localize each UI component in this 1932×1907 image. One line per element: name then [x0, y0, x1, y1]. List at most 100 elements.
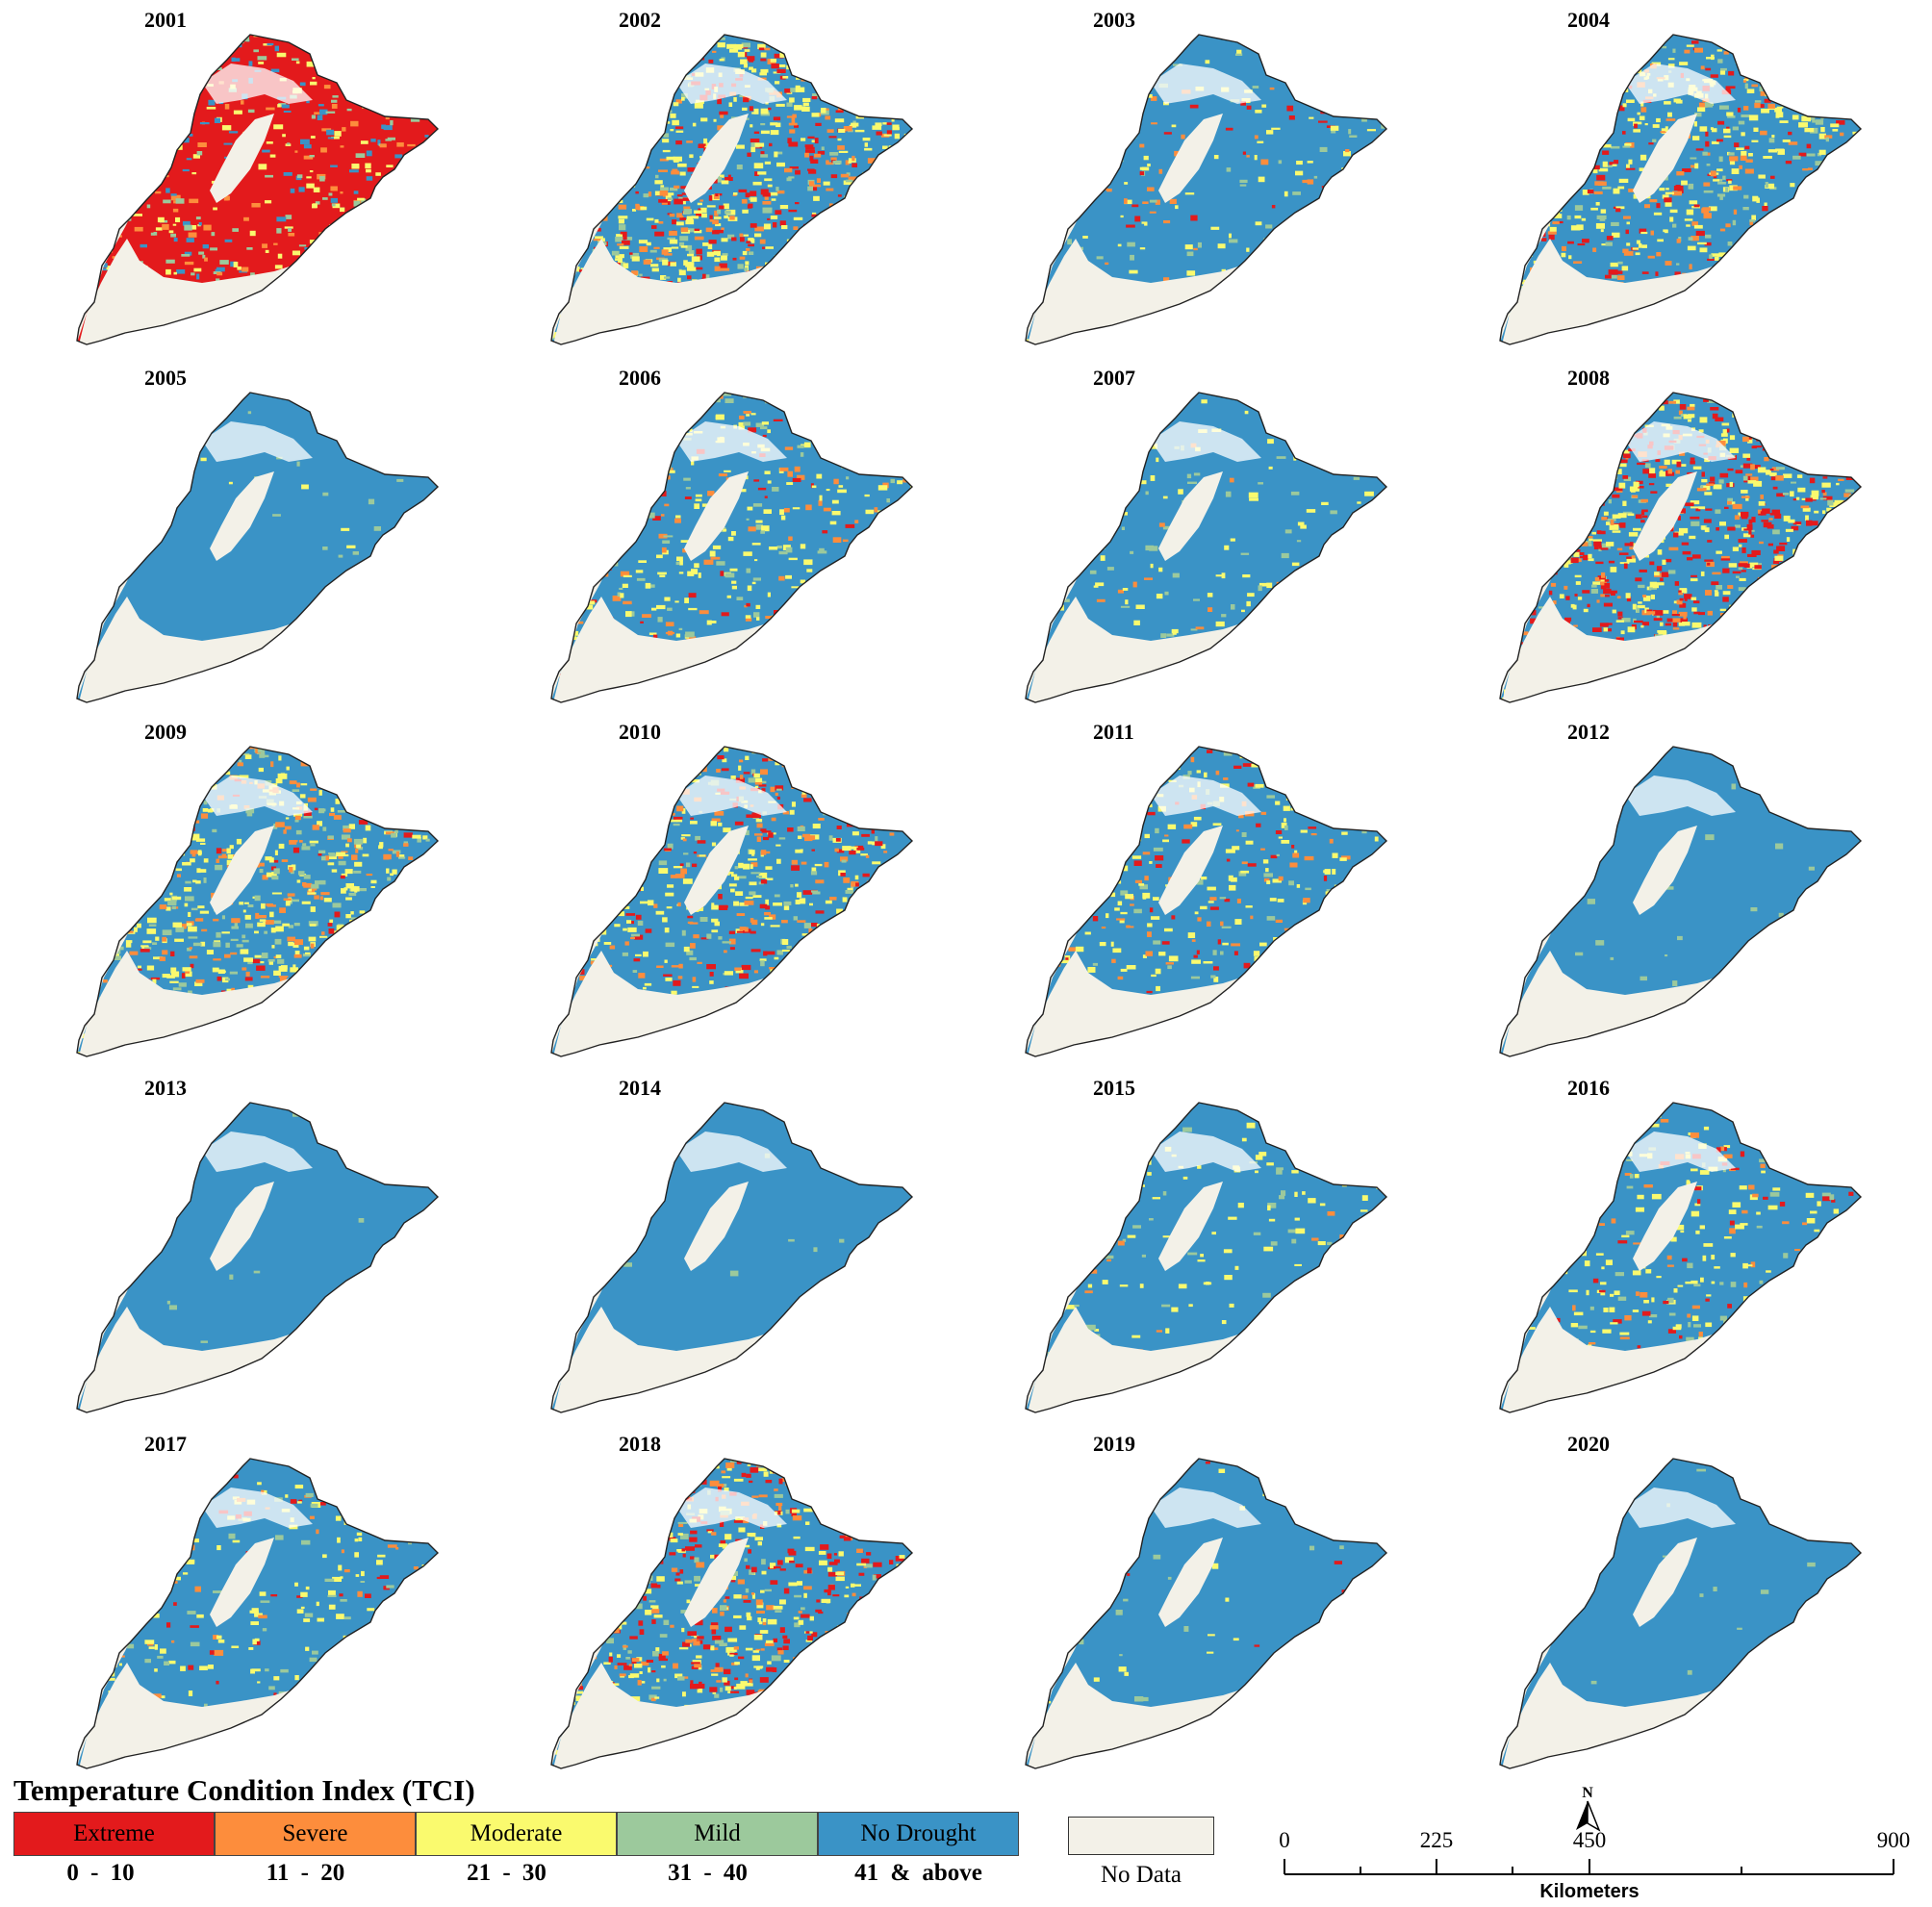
tci-map — [1499, 1102, 1863, 1413]
tci-map — [76, 34, 440, 345]
tci-map — [76, 746, 440, 1057]
legend-moderate-range: 21 - 30 — [467, 1860, 547, 1886]
province-outline — [550, 1102, 914, 1413]
tci-map — [550, 1102, 914, 1413]
year-label: 2010 — [619, 720, 661, 744]
legend-severe-label: Severe — [282, 1820, 348, 1846]
map-panel-2003: 2003 — [968, 8, 1449, 364]
tci-map — [550, 392, 914, 703]
province-outline — [1499, 392, 1863, 703]
map-panel-2002: 2002 — [494, 8, 975, 364]
year-label: 2012 — [1567, 720, 1610, 744]
legend-extreme-swatch: Extreme — [13, 1812, 215, 1856]
map-panel-2007: 2007 — [968, 366, 1449, 722]
year-label: 2007 — [1093, 366, 1135, 390]
thal-desert-nodata — [210, 1538, 274, 1627]
thal-desert-nodata — [1633, 826, 1697, 915]
year-label: 2019 — [1093, 1432, 1135, 1456]
tci-map — [1499, 746, 1863, 1057]
year-label: 2020 — [1567, 1432, 1610, 1456]
north-label: N — [1582, 1785, 1593, 1801]
legend-extreme-range: 0 - 10 — [66, 1860, 135, 1886]
thal-desert-nodata — [684, 471, 749, 561]
legend-no-drought-label: No Drought — [860, 1820, 977, 1846]
legend-moderate-label: Moderate — [470, 1820, 563, 1846]
legend-severe-range: 11 - 20 — [266, 1860, 345, 1886]
year-label: 2015 — [1093, 1076, 1135, 1100]
province-outline — [550, 392, 914, 703]
map-panel-2015: 2015 — [968, 1076, 1449, 1432]
province-outline — [1499, 1102, 1863, 1413]
map-grid: 2001 2002 2003 2004 2005 2006 2007 2008 2009 2010… — [19, 8, 1923, 1769]
year-label: 2003 — [1093, 8, 1135, 32]
tci-map — [1499, 1458, 1863, 1769]
year-label: 2013 — [144, 1076, 187, 1100]
year-label: 2011 — [1093, 720, 1134, 744]
map-panel-2012: 2012 — [1442, 720, 1923, 1076]
legend-nodata-label: No Data — [1101, 1862, 1182, 1888]
thal-desert-nodata — [684, 1538, 749, 1627]
map-panel-2013: 2013 — [19, 1076, 500, 1432]
map-panel-2020: 2020 — [1442, 1432, 1923, 1788]
year-label: 2006 — [619, 366, 661, 390]
tci-map — [76, 1458, 440, 1769]
thal-desert-nodata — [210, 1182, 274, 1271]
province-outline — [1025, 34, 1388, 345]
tci-map — [76, 392, 440, 703]
thal-desert-nodata — [1158, 114, 1223, 203]
province-outline — [1499, 1458, 1863, 1769]
legend-no-drought-range: 41 & above — [854, 1860, 982, 1886]
year-label: 2004 — [1567, 8, 1610, 32]
province-outline — [550, 1458, 914, 1769]
year-label: 2002 — [619, 8, 661, 32]
tci-map — [550, 1458, 914, 1769]
scale-tick-0: 0 — [1279, 1828, 1290, 1852]
tci-map — [1025, 1102, 1388, 1413]
thal-desert-nodata — [1633, 471, 1697, 561]
thal-desert-nodata — [1633, 1538, 1697, 1627]
legend-no-drought-swatch: No Drought — [818, 1812, 1019, 1856]
province-outline — [76, 392, 440, 703]
map-panel-2005: 2005 — [19, 366, 500, 722]
thal-desert-nodata — [210, 826, 274, 915]
year-label: 2014 — [619, 1076, 661, 1100]
map-panel-2001: 2001 — [19, 8, 500, 364]
thal-desert-nodata — [210, 471, 274, 561]
tci-map — [1025, 392, 1388, 703]
thal-desert-nodata — [1158, 1182, 1223, 1271]
map-panel-2006: 2006 — [494, 366, 975, 722]
scale-line — [1284, 1859, 1894, 1875]
tci-map — [1025, 746, 1388, 1057]
tci-map — [550, 746, 914, 1057]
thal-desert-nodata — [1158, 826, 1223, 915]
map-panel-2017: 2017 — [19, 1432, 500, 1788]
map-panel-2008: 2008 — [1442, 366, 1923, 722]
legend-moderate-swatch: Moderate — [416, 1812, 617, 1856]
scale-tick-225: 225 — [1420, 1828, 1454, 1852]
scale-tick-450: 450 — [1573, 1828, 1607, 1852]
tci-map — [1499, 34, 1863, 345]
province-outline — [1025, 1458, 1388, 1769]
province-outline — [1025, 746, 1388, 1057]
tci-map — [550, 34, 914, 345]
year-label: 2018 — [619, 1432, 661, 1456]
tci-map — [1025, 34, 1388, 345]
province-outline — [1025, 1102, 1388, 1413]
legend-extreme-label: Extreme — [73, 1820, 155, 1846]
tci-map — [1499, 392, 1863, 703]
year-label: 2001 — [144, 8, 187, 32]
map-panel-2010: 2010 — [494, 720, 975, 1076]
map-panel-2009: 2009 — [19, 720, 500, 1076]
year-label: 2005 — [144, 366, 187, 390]
map-panel-2019: 2019 — [968, 1432, 1449, 1788]
year-label: 2016 — [1567, 1076, 1610, 1100]
thal-desert-nodata — [1158, 471, 1223, 561]
province-outline — [76, 746, 440, 1057]
thal-desert-nodata — [1633, 1182, 1697, 1271]
year-label: 2017 — [144, 1432, 187, 1456]
province-outline — [550, 746, 914, 1057]
year-label: 2008 — [1567, 366, 1610, 390]
legend-mild-swatch: Mild — [617, 1812, 818, 1856]
north-arrow-icon: N — [1576, 1785, 1601, 1832]
scale-tick-900: 900 — [1877, 1828, 1911, 1852]
